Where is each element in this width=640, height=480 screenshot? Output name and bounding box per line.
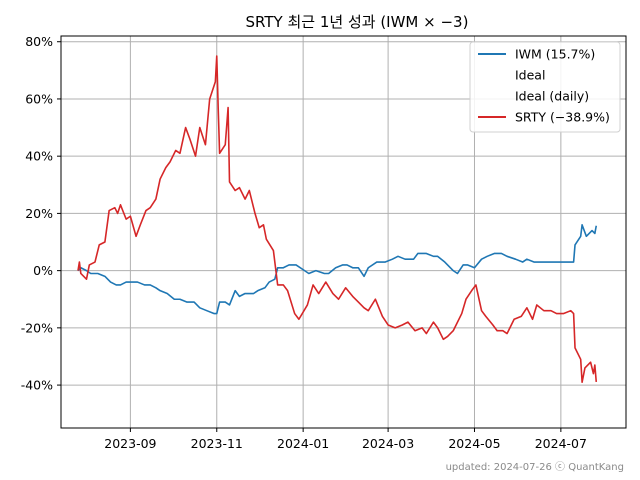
- y-tick-label: 40%: [25, 149, 53, 164]
- legend-box: [469, 41, 621, 133]
- y-tick-label: 20%: [25, 206, 53, 221]
- series-line-srty: [77, 55, 598, 384]
- x-tick-label: 2024-03: [362, 436, 414, 451]
- y-tick-label: -20%: [21, 320, 53, 335]
- y-tick-label: 80%: [25, 34, 53, 49]
- y-tick-label: 60%: [25, 91, 53, 106]
- y-tick-label: -40%: [21, 378, 53, 393]
- x-tick-label: 2024-07: [535, 436, 587, 451]
- legend-label: Ideal: [515, 68, 545, 83]
- legend-label: SRTY (−38.9%): [515, 110, 610, 125]
- axis-ticks: -40% -20% 0% 20% 40% 60% 80% 2023-09 2023-11 2024…: [21, 34, 587, 451]
- legend-label: Ideal (daily): [515, 89, 589, 104]
- series-lines: [77, 55, 598, 384]
- plot-frame: [60, 35, 627, 429]
- x-tick-label: 2023-11: [191, 436, 243, 451]
- x-tick-label: 2024-05: [448, 436, 500, 451]
- legend-label: IWM (15.7%): [515, 47, 595, 62]
- chart-title: SRTY 최근 1년 성과 (IWM × −3): [246, 13, 469, 31]
- x-tick-label: 2024-01: [277, 436, 329, 451]
- legend: IWM (15.7%) Ideal Ideal (daily) SRTY (−38.9…: [469, 41, 621, 133]
- footer-updated-credit: updated: 2024-07-26 ⓒ QuantKang: [446, 461, 624, 473]
- x-tick-label: 2023-09: [104, 436, 156, 451]
- series-line-iwm: [77, 224, 598, 315]
- y-tick-label: 0%: [33, 263, 53, 278]
